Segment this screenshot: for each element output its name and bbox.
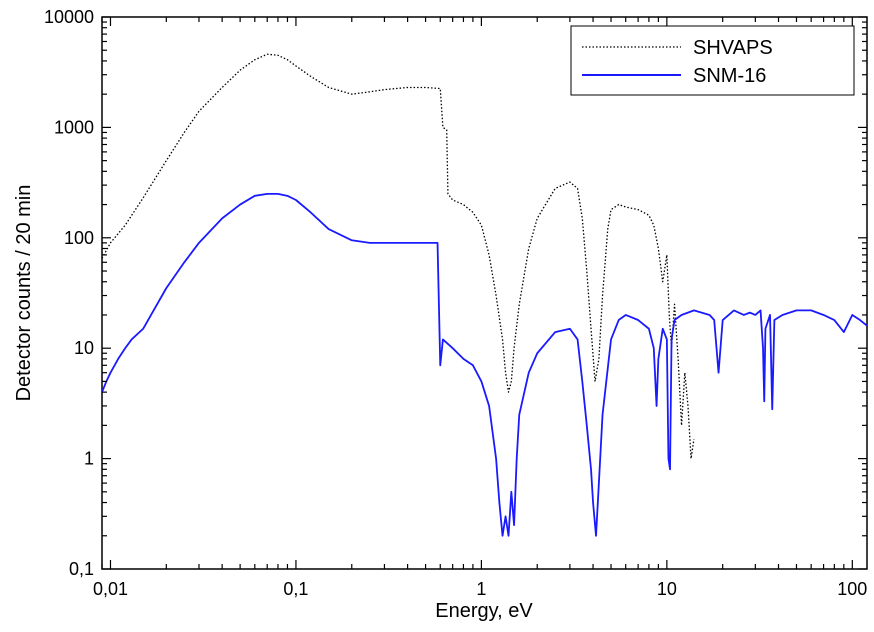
legend-label-shvaps: SHVAPS: [693, 37, 773, 59]
y-axis-title: Detector counts / 20 min: [13, 185, 35, 402]
legend: SHVAPS SNM-16: [570, 25, 855, 96]
x-tick-label: 1: [476, 579, 486, 599]
y-tick-label: 0,1: [69, 559, 94, 579]
y-tick-label: 1: [84, 449, 94, 469]
series-line-shvaps: [102, 53, 695, 460]
x-tick-label: 0,1: [283, 579, 308, 599]
x-tick-label: 0,01: [93, 579, 128, 599]
x-axis-title: Energy, eV: [435, 600, 533, 622]
y-tick-label: 1000: [54, 117, 94, 137]
legend-box: [570, 25, 855, 96]
y-tick-label: 10000: [44, 7, 94, 27]
legend-label-snm16: SNM-16: [693, 65, 766, 87]
x-tick-label: 10: [657, 579, 677, 599]
y-tick-label: 10: [74, 338, 94, 358]
y-tick-label: 100: [64, 228, 94, 248]
plot-area: [101, 16, 868, 570]
series-line-snm-16: [102, 192, 867, 537]
series-layer: [102, 53, 867, 537]
x-tick-label: 100: [837, 579, 867, 599]
